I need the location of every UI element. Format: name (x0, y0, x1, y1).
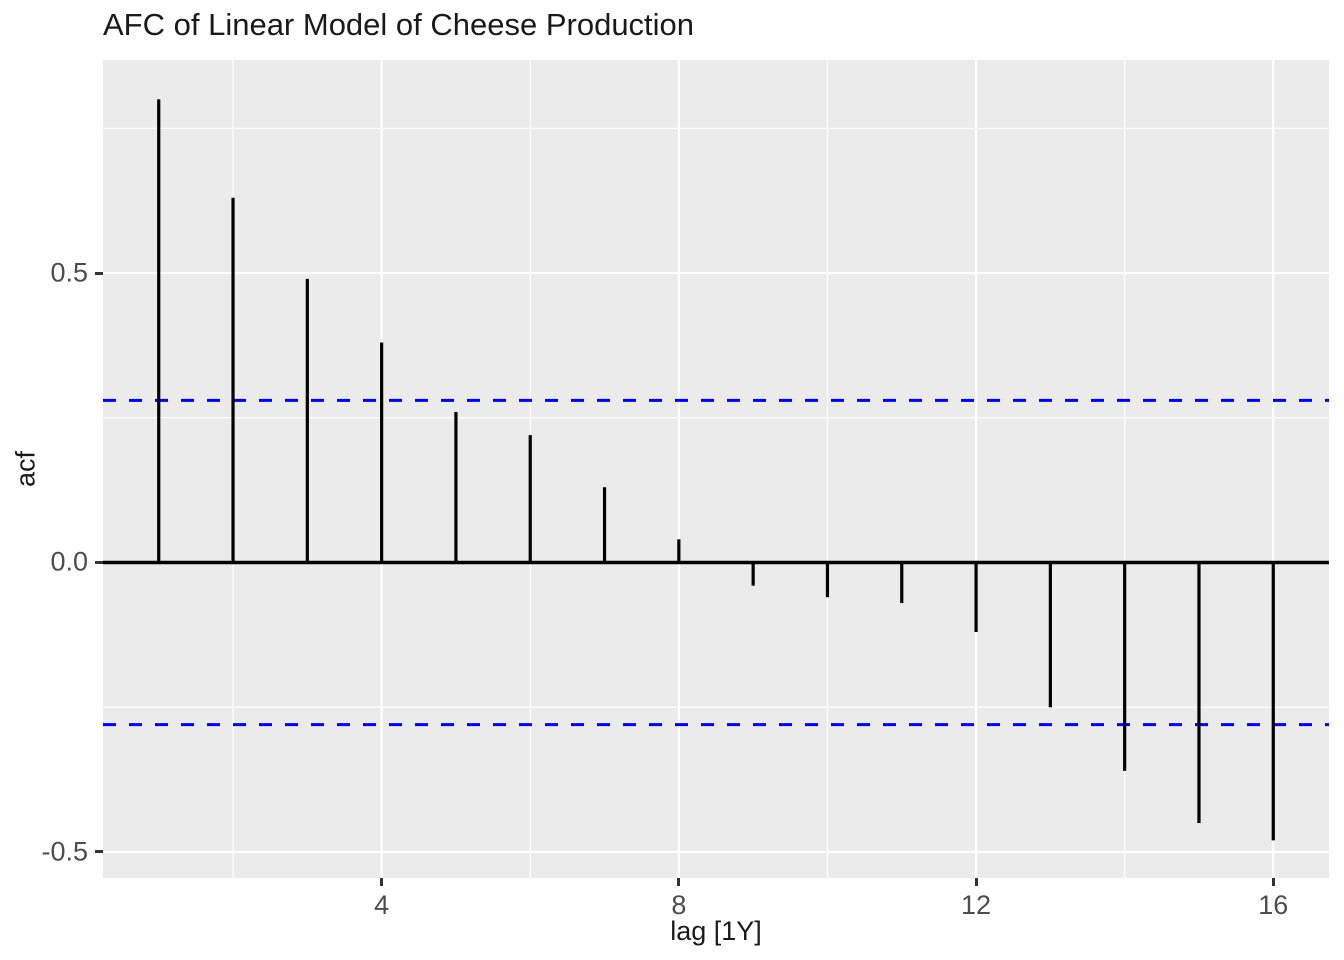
x-axis-title: lag [1Y] (670, 916, 762, 946)
x-tick-label: 4 (374, 890, 390, 920)
plot-panel (103, 60, 1329, 878)
y-tick-label: -0.5 (41, 836, 88, 867)
plot-canvas (103, 60, 1329, 878)
x-tick-mark (974, 878, 978, 886)
x-tick-label: 8 (671, 890, 687, 920)
y-tick-mark (95, 560, 103, 564)
x-tick-label: 12 (961, 890, 992, 920)
chart-title: AFC of Linear Model of Cheese Production (103, 7, 695, 42)
y-tick-mark (95, 850, 103, 854)
x-tick-mark (380, 878, 384, 886)
y-tick-label: 0.0 (50, 546, 88, 577)
x-tick-mark (677, 878, 681, 886)
x-tick-label: 16 (1258, 890, 1289, 920)
y-axis-title: acf (10, 450, 41, 488)
y-tick-mark (95, 271, 103, 275)
y-tick-label: 0.5 (50, 257, 88, 288)
x-tick-mark (1271, 878, 1275, 886)
